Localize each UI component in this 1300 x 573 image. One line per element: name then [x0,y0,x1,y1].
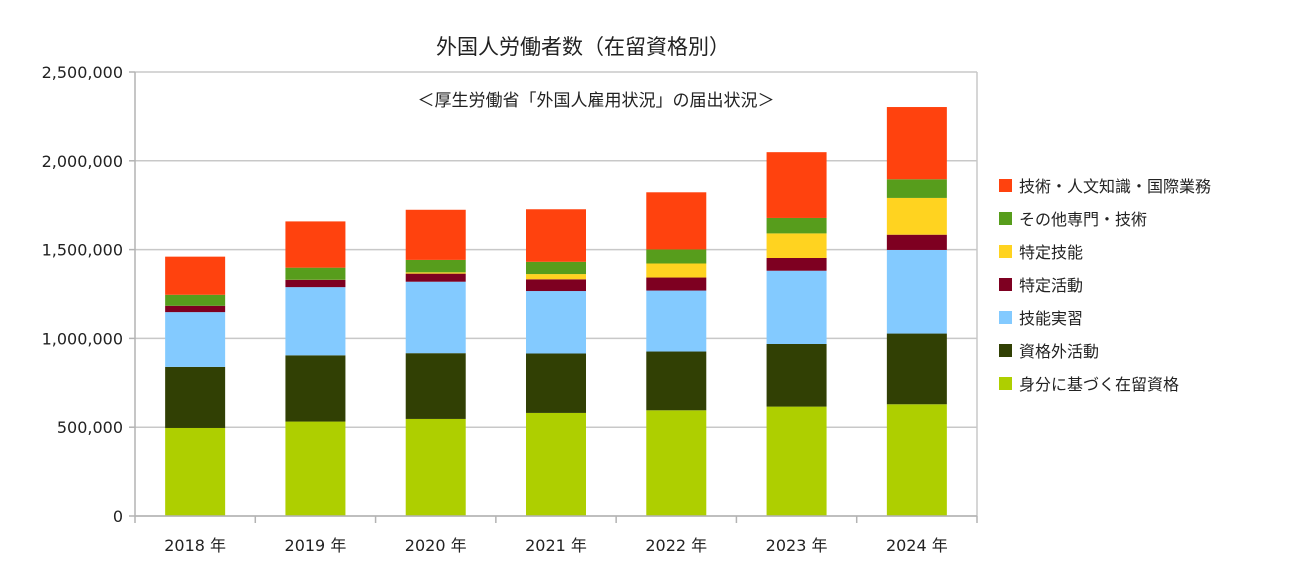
bar-segment [646,352,706,411]
bar-segment [887,334,947,405]
y-tick-label: 2,500,000 [42,63,123,82]
bar-segment [165,295,225,306]
bar-segment [646,410,706,516]
bar-segment [646,263,706,277]
bar-segment [285,268,345,280]
bar-segment [285,422,345,516]
bar-segment [767,344,827,407]
x-tick-label: 2018 年 [164,536,226,555]
chart-subtitle: ＜厚生労働省「外国人雇用状況」の届出状況＞ [418,91,775,111]
bar-segment [767,218,827,233]
bar-segment [887,235,947,250]
bar-segment [406,210,466,260]
bar-segment [887,198,947,235]
legend-label: 特定技能 [1019,243,1083,262]
bar-segment [165,306,225,312]
bar-segment [165,367,225,428]
bar-segment [285,280,345,287]
x-tick-label: 2020 年 [405,536,467,555]
bar-segment [406,353,466,419]
legend-swatch [999,278,1012,291]
chart-title: 外国人労働者数（在留資格別） [436,35,730,59]
legend-swatch [999,245,1012,258]
x-tick-label: 2021 年 [525,536,587,555]
x-tick-label: 2019 年 [285,536,347,555]
bar-segment [406,419,466,516]
bar-segment [767,152,827,218]
bar-segment [887,107,947,179]
bar-segment [526,354,586,413]
bar-segment [767,407,827,516]
y-tick-label: 2,000,000 [42,152,123,171]
bar-segment [646,278,706,291]
bar-segment [887,250,947,334]
bar-segment [767,258,827,271]
bar-segment [165,312,225,367]
y-tick-label: 1,500,000 [42,241,123,260]
bar-segment [406,260,466,272]
bar-segment [887,179,947,198]
bar-segment [526,209,586,262]
bar-segment [406,282,466,353]
legend-label: 身分に基づく在留資格 [1019,375,1179,394]
legend-label: 技能実習 [1019,309,1083,328]
bar-segment [526,274,586,279]
legend-label: その他専門・技術 [1019,210,1147,229]
bar-segment [165,257,225,295]
x-tick-label: 2022 年 [645,536,707,555]
bar-segment [767,271,827,344]
legend-swatch [999,311,1012,324]
bar-segment [526,262,586,274]
bar-segment [165,428,225,516]
legend-label: 技術・人文知識・国際業務 [1019,177,1211,196]
bar-segment [646,192,706,249]
bar-segment [526,291,586,353]
x-tick-label: 2024 年 [886,536,948,555]
y-tick-label: 0 [113,507,123,526]
y-tick-label: 1,000,000 [42,329,123,348]
bar-segment [285,287,345,355]
legend-label: 特定活動 [1019,276,1083,295]
legend-swatch [999,344,1012,357]
bar-segment [285,355,345,421]
legend-label: 資格外活動 [1019,342,1099,361]
x-tick-label: 2023 年 [766,536,828,555]
bar-segment [406,274,466,282]
bar-segment [646,249,706,263]
bar-segment [646,291,706,352]
bar-segment [767,233,827,258]
bar-segment [526,413,586,516]
bar-segment [406,272,466,273]
legend-swatch [999,179,1012,192]
bar-segment [285,221,345,267]
legend-swatch [999,377,1012,390]
y-tick-label: 500,000 [57,418,123,437]
legend-swatch [999,212,1012,225]
bar-segment [526,279,586,291]
bar-segment [887,404,947,516]
